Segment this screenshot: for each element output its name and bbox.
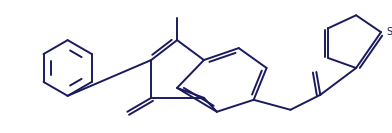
- Text: S: S: [386, 27, 392, 37]
